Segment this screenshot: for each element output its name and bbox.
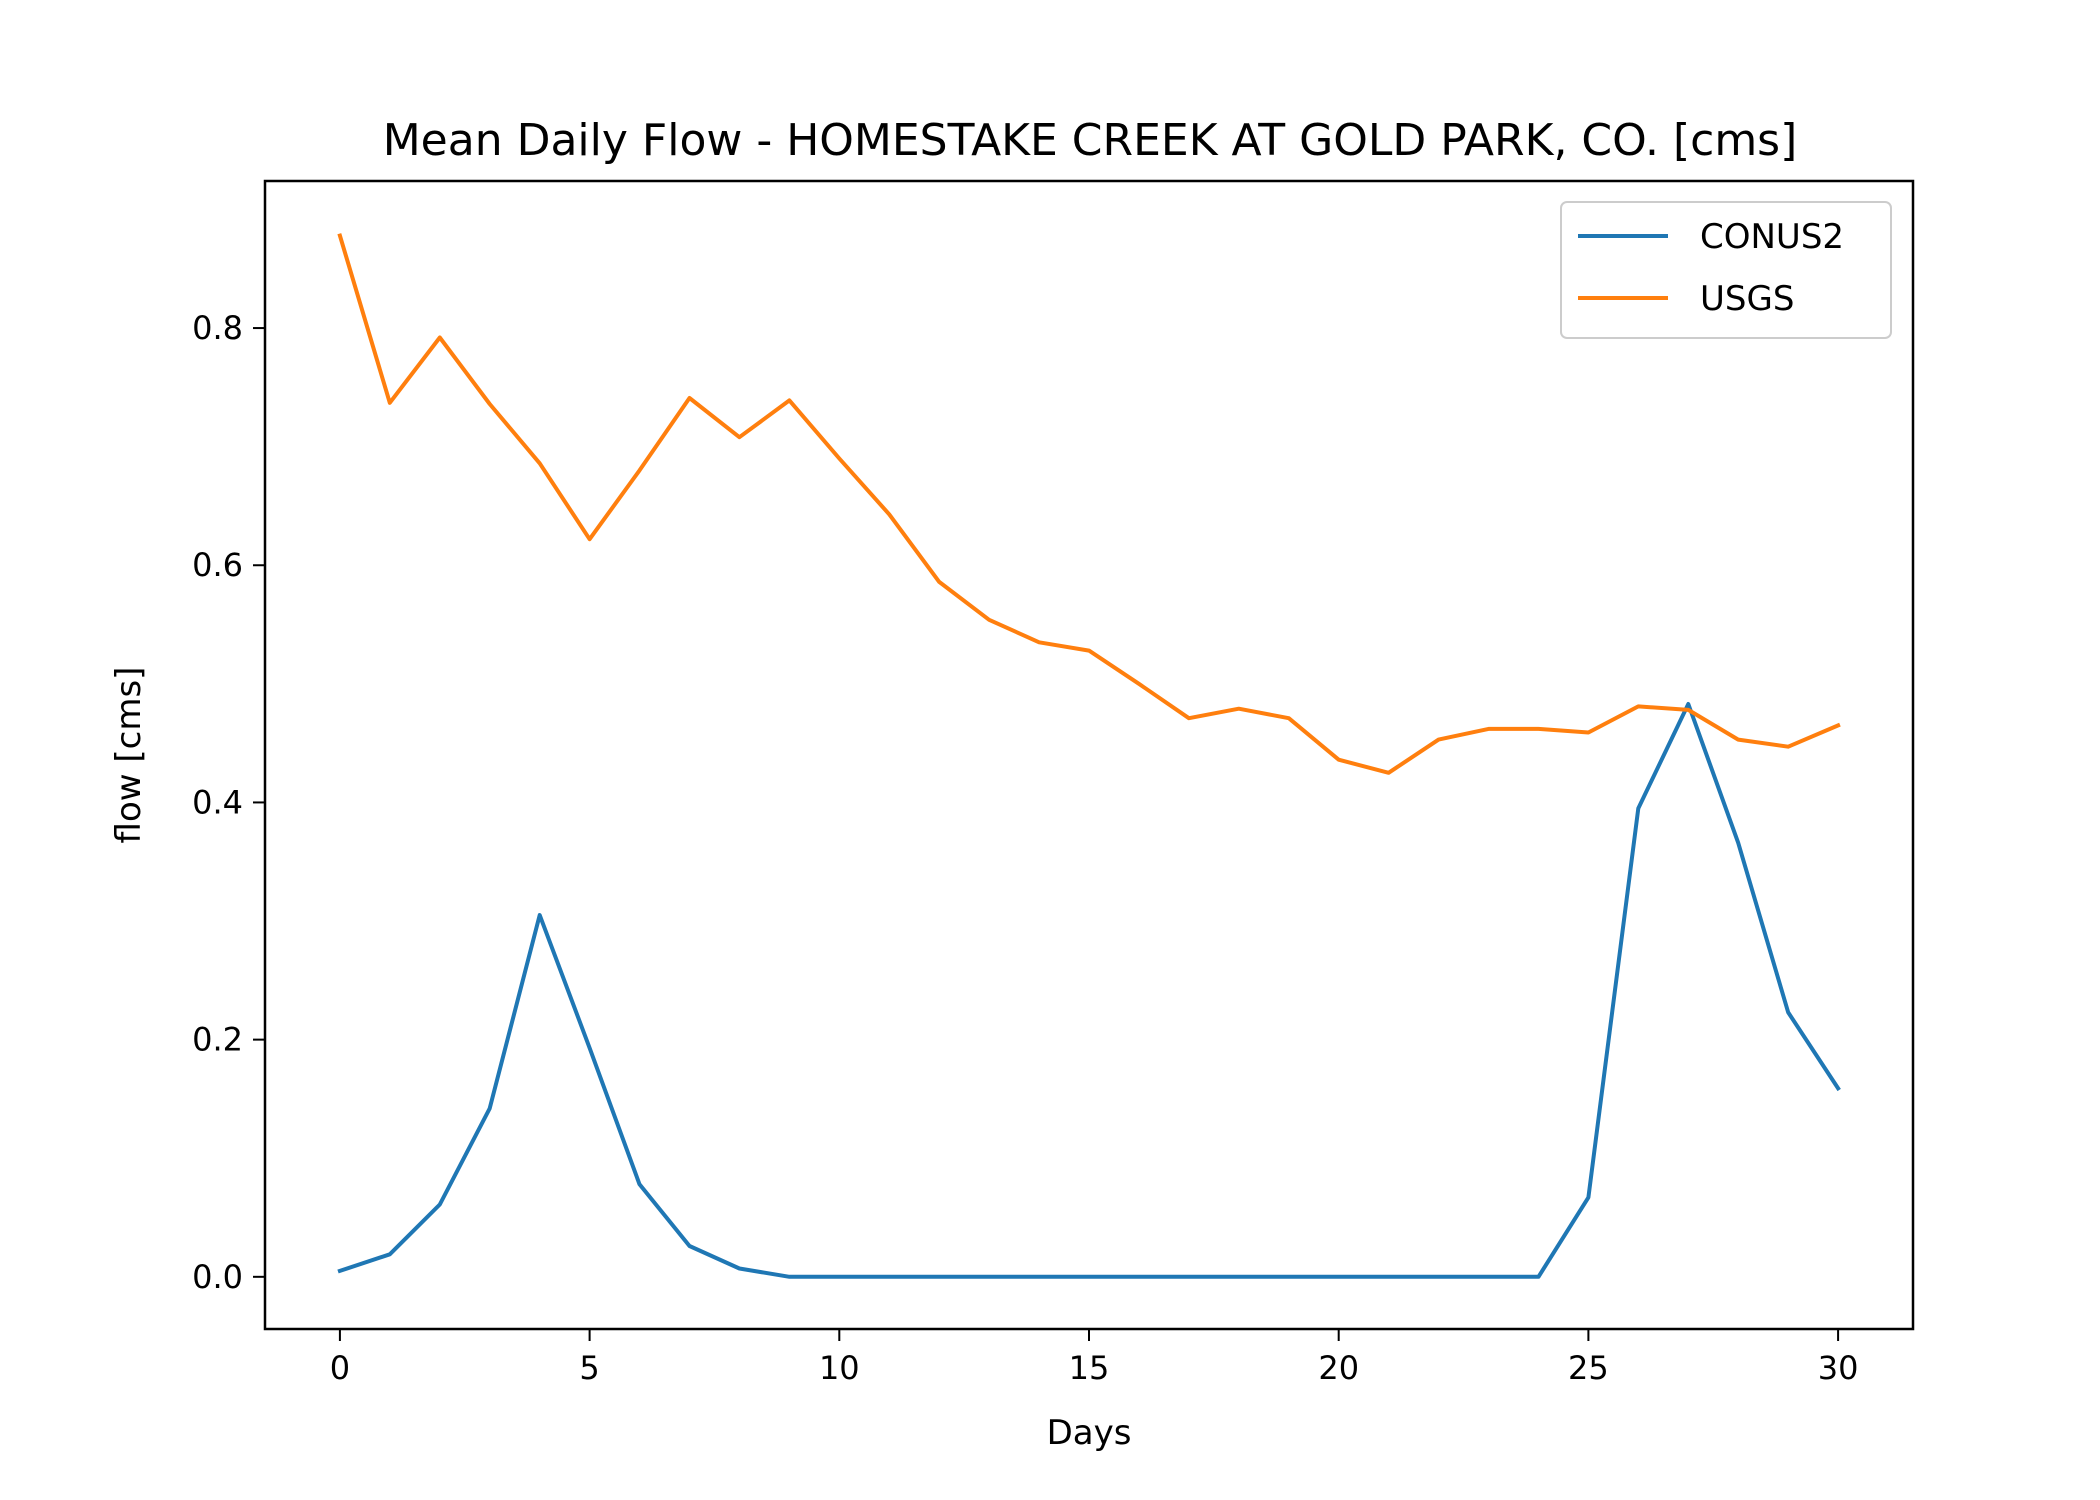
y-tick-label: 0.4 <box>192 783 243 821</box>
x-tick-label: 15 <box>1069 1349 1110 1387</box>
x-tick-label: 5 <box>579 1349 599 1387</box>
x-tick-label: 0 <box>330 1349 350 1387</box>
plot-area <box>337 233 1841 1279</box>
y-tick-label: 0.6 <box>192 546 243 584</box>
y-axis-label: flow [cms] <box>109 667 149 844</box>
x-axis-label: Days <box>1047 1413 1132 1453</box>
series-line-usgs <box>337 233 1841 775</box>
series-line-conus2 <box>337 702 1841 1279</box>
y-axis: 0.0 0.2 0.4 0.6 0.8 <box>192 309 265 1296</box>
chart-title: Mean Daily Flow - HOMESTAKE CREEK AT GOL… <box>383 115 1798 166</box>
x-tick-label: 25 <box>1568 1349 1609 1387</box>
x-axis: 0 5 10 15 20 25 30 <box>330 1329 1859 1387</box>
x-tick-label: 20 <box>1318 1349 1359 1387</box>
legend-label-conus2: CONUS2 <box>1700 217 1844 257</box>
legend: CONUS2 USGS <box>1560 201 1892 339</box>
y-tick-label: 0.8 <box>192 309 243 347</box>
y-tick-label: 0.2 <box>192 1021 243 1059</box>
x-tick-label: 10 <box>819 1349 860 1387</box>
legend-label-usgs: USGS <box>1700 279 1794 319</box>
x-tick-label: 30 <box>1818 1349 1859 1387</box>
y-tick-label: 0.0 <box>192 1258 243 1296</box>
